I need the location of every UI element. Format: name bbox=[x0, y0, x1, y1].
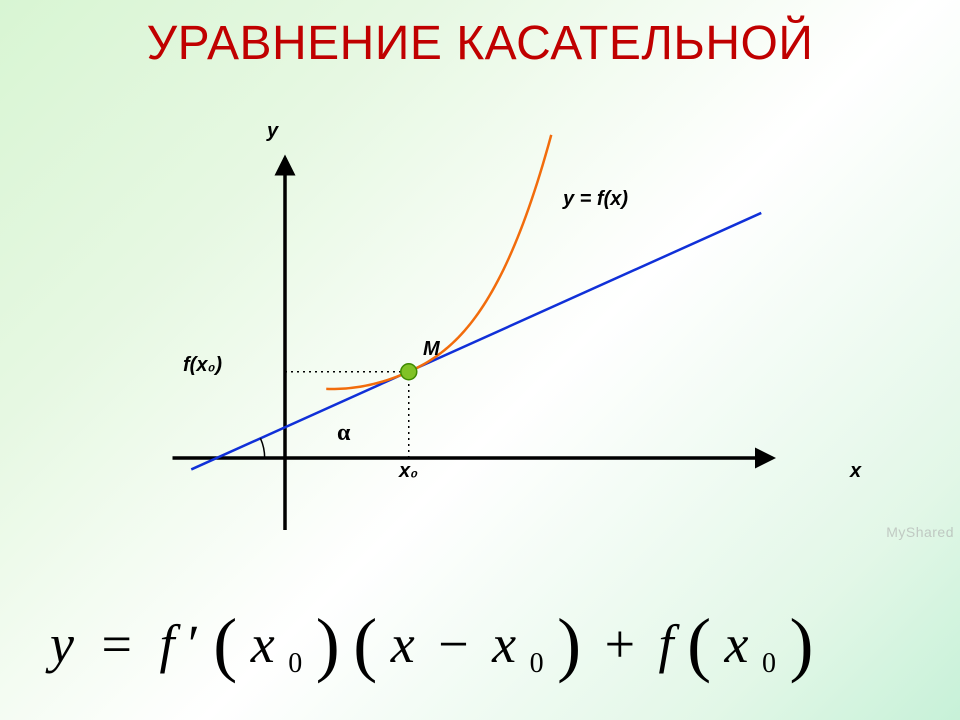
tangent-diagram: y x y = f(x) f(x₀) x₀ M α bbox=[165, 110, 885, 530]
curve-label: y = f(x) bbox=[563, 188, 628, 211]
formula-x3: x bbox=[492, 614, 516, 674]
formula-plus: + bbox=[595, 614, 645, 674]
rp3: ) bbox=[790, 604, 814, 684]
formula-f1: f bbox=[159, 614, 174, 674]
rp1: ) bbox=[316, 604, 340, 684]
y-axis-label: y bbox=[267, 120, 278, 143]
formula-x1: x bbox=[251, 614, 275, 674]
plot-svg bbox=[165, 110, 885, 530]
lp1: ( bbox=[213, 604, 237, 684]
lp2: ( bbox=[353, 604, 377, 684]
slide: УРАВНЕНИЕ КАСАТЕЛЬНОЙ y x y = f(x) f(x₀)… bbox=[0, 0, 960, 720]
fx0-label: f(x₀) bbox=[183, 354, 222, 377]
tangent-equation: y = f ′ ( x 0 ) ( x − x 0 ) + f ( x 0 ) bbox=[50, 613, 910, 680]
formula-eq: = bbox=[87, 614, 145, 674]
x0-label: x₀ bbox=[399, 460, 418, 483]
formula-sub3: 0 bbox=[762, 648, 776, 679]
formula-y: y bbox=[50, 614, 74, 674]
lp3: ( bbox=[687, 604, 711, 684]
formula-minus: − bbox=[428, 614, 478, 674]
formula-sub2: 0 bbox=[530, 648, 544, 679]
point-M-label: M bbox=[423, 338, 440, 361]
x-axis-label: x bbox=[850, 460, 861, 483]
formula-x2: x bbox=[391, 614, 415, 674]
rp2: ) bbox=[557, 604, 581, 684]
formula-prime: ′ bbox=[188, 614, 200, 674]
formula-x4: x bbox=[725, 614, 749, 674]
watermark: MyShared bbox=[886, 524, 954, 540]
page-title: УРАВНЕНИЕ КАСАТЕЛЬНОЙ bbox=[0, 16, 960, 71]
formula-f2: f bbox=[659, 614, 674, 674]
angle-alpha-label: α bbox=[337, 420, 350, 447]
formula-sub1: 0 bbox=[288, 648, 302, 679]
